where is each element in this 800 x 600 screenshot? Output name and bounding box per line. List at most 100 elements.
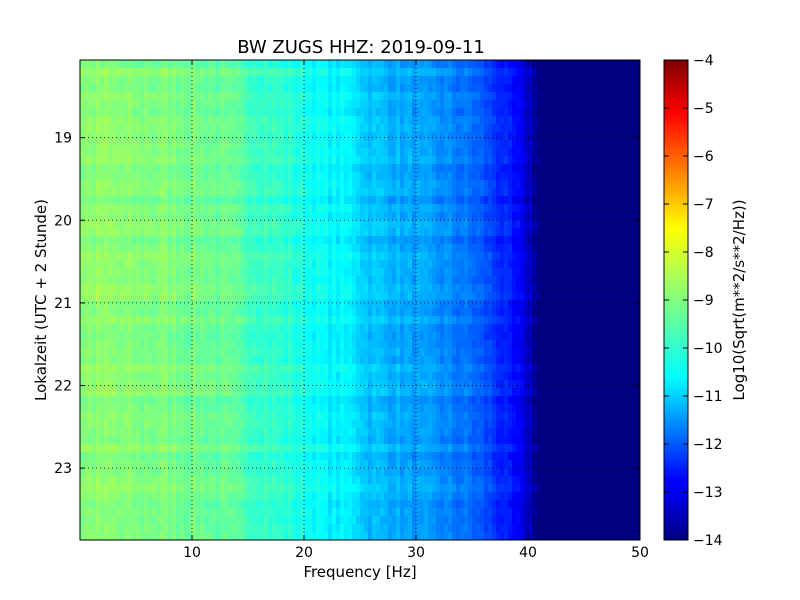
heatmap-cell: [356, 108, 361, 117]
heatmap-cell: [552, 212, 557, 221]
heatmap-cell: [112, 196, 117, 205]
heatmap-cell: [508, 108, 513, 117]
heatmap-cell: [156, 132, 161, 141]
heatmap-cell: [488, 156, 493, 165]
heatmap-cell: [248, 196, 253, 205]
heatmap-cell: [412, 204, 417, 213]
heatmap-cell: [184, 140, 189, 149]
heatmap-cell: [448, 108, 453, 117]
heatmap-cell: [568, 124, 573, 133]
heatmap-cell: [88, 284, 93, 293]
heatmap-cell: [188, 60, 193, 69]
heatmap-cell: [340, 308, 345, 317]
heatmap-cell: [124, 172, 129, 181]
heatmap-cell: [272, 300, 277, 309]
heatmap-cell: [224, 140, 229, 149]
heatmap-cell: [548, 276, 553, 285]
heatmap-cell: [140, 92, 145, 101]
heatmap-cell: [116, 100, 121, 109]
heatmap-cell: [504, 132, 509, 141]
heatmap-cell: [80, 188, 85, 197]
heatmap-cell: [308, 308, 313, 317]
heatmap-cell: [444, 228, 449, 237]
heatmap-cell: [144, 284, 149, 293]
heatmap-cell: [296, 76, 301, 85]
heatmap-cell: [496, 60, 501, 69]
heatmap-cell: [468, 268, 473, 277]
heatmap-cell: [272, 76, 277, 85]
heatmap-cell: [176, 196, 181, 205]
heatmap-cell: [528, 172, 533, 181]
heatmap-cell: [348, 164, 353, 173]
heatmap-cell: [104, 228, 109, 237]
heatmap-cell: [316, 236, 321, 245]
heatmap-cell: [180, 292, 185, 301]
heatmap-cell: [372, 148, 377, 157]
heatmap-cell: [264, 212, 269, 221]
heatmap-cell: [152, 108, 157, 117]
heatmap-cell: [180, 116, 185, 125]
heatmap-cell: [184, 220, 189, 229]
heatmap-cell: [236, 236, 241, 245]
heatmap-cell: [308, 60, 313, 69]
heatmap: [80, 60, 641, 541]
heatmap-cell: [416, 204, 421, 213]
heatmap-cell: [400, 148, 405, 157]
heatmap-cell: [248, 324, 253, 333]
heatmap-cell: [228, 164, 233, 173]
heatmap-cell: [236, 316, 241, 325]
heatmap-cell: [280, 84, 285, 93]
heatmap-cell: [520, 260, 525, 269]
heatmap-cell: [428, 124, 433, 133]
heatmap-cell: [448, 172, 453, 181]
heatmap-cell: [356, 236, 361, 245]
heatmap-cell: [336, 172, 341, 181]
heatmap-cell: [612, 140, 617, 149]
heatmap-cell: [584, 212, 589, 221]
heatmap-cell: [204, 308, 209, 317]
heatmap-cell: [208, 100, 213, 109]
heatmap-cell: [400, 180, 405, 189]
heatmap-cell: [556, 92, 561, 101]
heatmap-cell: [92, 316, 97, 325]
heatmap-cell: [240, 260, 245, 269]
heatmap-cell: [156, 180, 161, 189]
heatmap-cell: [224, 92, 229, 101]
heatmap-cell: [576, 116, 581, 125]
heatmap-cell: [592, 332, 597, 341]
heatmap-cell: [440, 340, 445, 349]
heatmap-cell: [100, 236, 105, 245]
heatmap-cell: [136, 220, 141, 229]
heatmap-cell: [148, 84, 153, 93]
heatmap-cell: [460, 220, 465, 229]
heatmap-cell: [260, 84, 265, 93]
heatmap-cell: [568, 76, 573, 85]
heatmap-cell: [320, 228, 325, 237]
heatmap-cell: [228, 260, 233, 269]
heatmap-cell: [216, 60, 221, 69]
heatmap-cell: [288, 204, 293, 213]
heatmap-cell: [84, 300, 89, 309]
heatmap-cell: [384, 76, 389, 85]
heatmap-cell: [556, 260, 561, 269]
heatmap-cell: [204, 172, 209, 181]
heatmap-cell: [604, 60, 609, 69]
heatmap-cell: [324, 164, 329, 173]
heatmap-cell: [300, 76, 305, 85]
heatmap-cell: [256, 332, 261, 341]
heatmap-cell: [276, 324, 281, 333]
heatmap-cell: [188, 172, 193, 181]
heatmap-cell: [416, 332, 421, 341]
heatmap-cell: [168, 308, 173, 317]
heatmap-cell: [308, 108, 313, 117]
heatmap-cell: [608, 204, 613, 213]
heatmap-cell: [236, 308, 241, 317]
heatmap-cell: [408, 76, 413, 85]
heatmap-cell: [424, 276, 429, 285]
heatmap-cell: [560, 268, 565, 277]
heatmap-cell: [80, 324, 85, 333]
heatmap-cell: [84, 124, 89, 133]
heatmap-cell: [584, 196, 589, 205]
heatmap-cell: [276, 292, 281, 301]
heatmap-cell: [408, 308, 413, 317]
